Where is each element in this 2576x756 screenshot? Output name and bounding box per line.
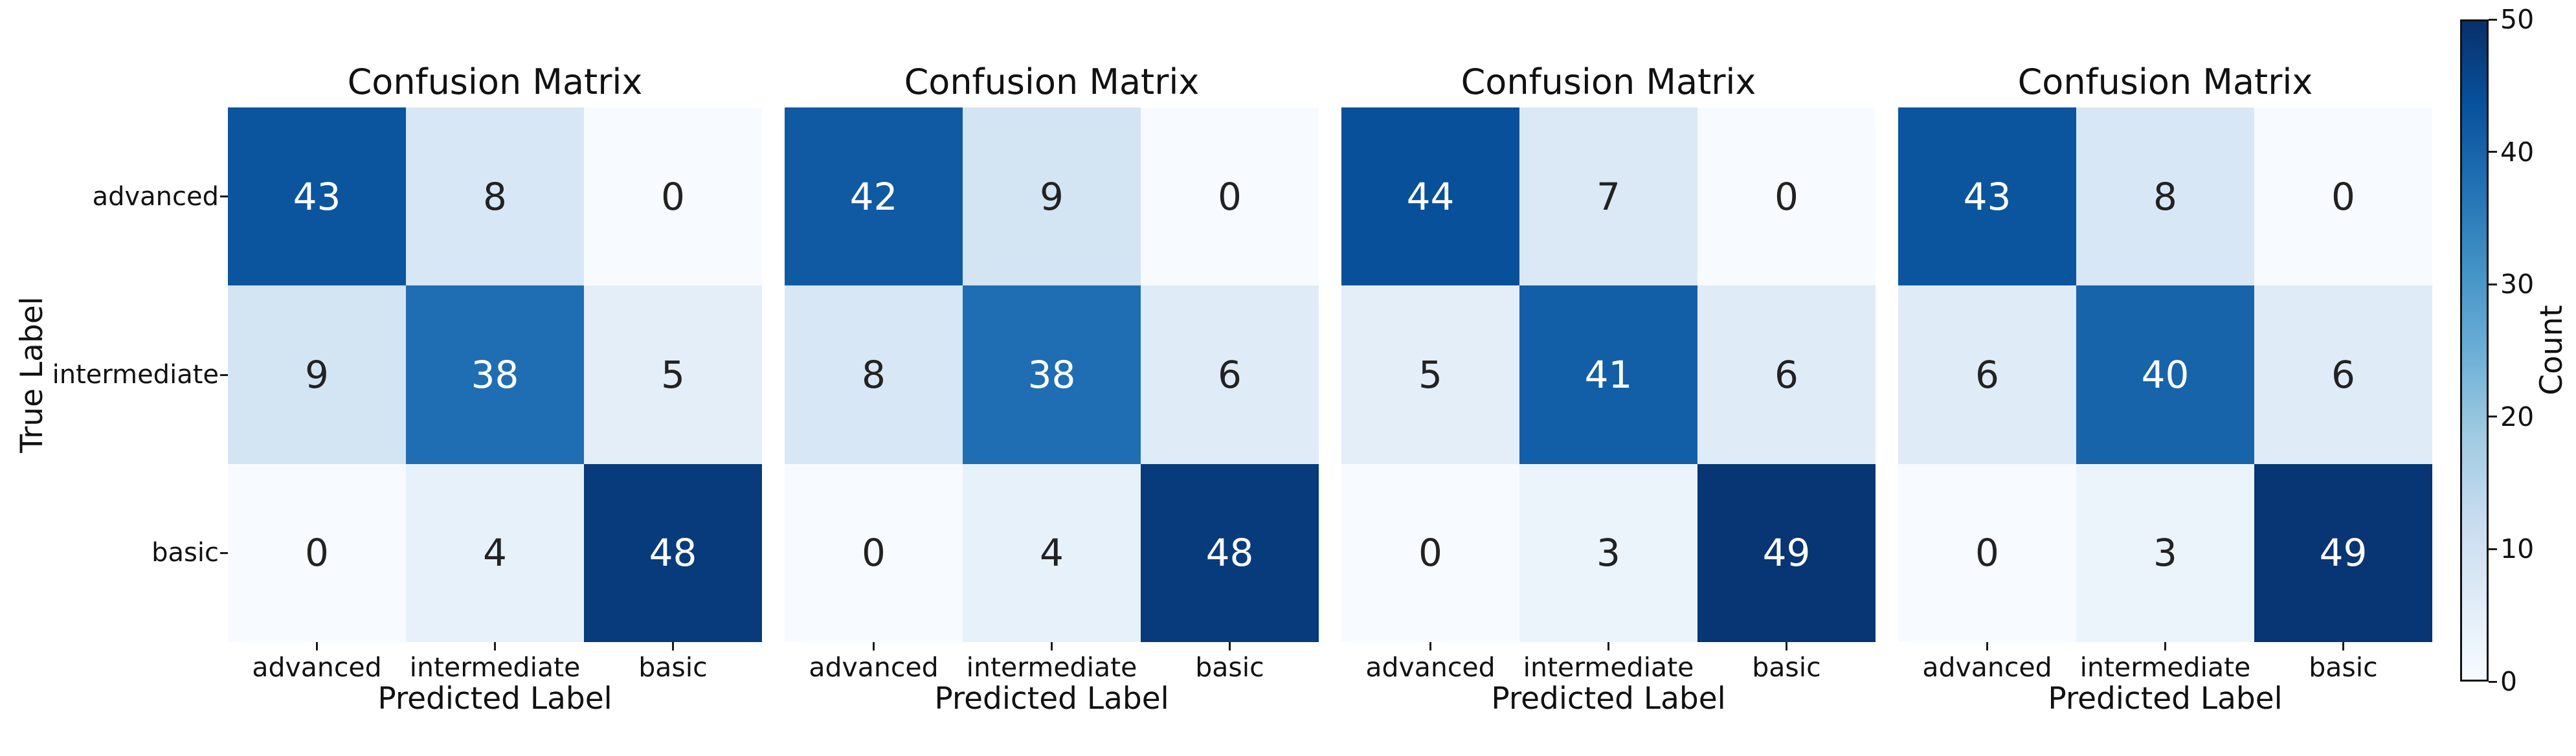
matrix-cell: 0 [1141, 107, 1319, 286]
x-tick-label: basic [1195, 652, 1264, 683]
heatmap-grid: 44 7 0 5 41 6 0 3 49 [1341, 107, 1876, 642]
matrix-cell: 8 [406, 107, 584, 286]
heatmap-grid: 42 9 0 8 38 6 0 4 48 [785, 107, 1319, 642]
matrix-cell: 5 [1341, 285, 1519, 464]
confusion-matrix-panel-3: Confusion Matrix 44 7 0 5 41 6 0 3 49 Predicted … [1341, 0, 1876, 756]
x-tick-label: advanced [809, 652, 939, 683]
matrix-cell: 40 [2076, 285, 2254, 464]
matrix-cell: 0 [2254, 107, 2432, 286]
colorbar-tick-label: 0 [2500, 666, 2518, 697]
x-tick-label: intermediate [2079, 652, 2251, 683]
colorbar-tick-label: 10 [2500, 533, 2535, 565]
x-tick-mark [1986, 642, 1988, 650]
colorbar-tick-mark [2489, 283, 2497, 285]
x-tick-mark [672, 642, 674, 650]
y-axis-gutter: True Label advanced intermediate basic [0, 0, 228, 756]
colorbar-tick-label: 30 [2500, 269, 2535, 300]
matrix-cell: 0 [1697, 107, 1876, 286]
matrix-cell: 8 [785, 285, 963, 464]
matrix-cell: 9 [228, 285, 406, 464]
panel-title: Confusion Matrix [1461, 61, 1756, 102]
matrix-cell: 43 [1898, 107, 2076, 286]
x-tick-mark [1786, 642, 1787, 650]
confusion-matrix-panel-4: Confusion Matrix 43 8 0 6 40 6 0 3 49 Predicted … [1898, 0, 2432, 756]
x-axis-label: Predicted Label [2048, 681, 2283, 717]
x-tick-label: intermediate [966, 652, 1137, 683]
x-tick-mark [1607, 642, 1609, 650]
y-axis-label: True Label [14, 296, 50, 453]
matrix-cell: 43 [228, 107, 406, 286]
y-tick-label: advanced [92, 181, 219, 212]
x-tick-mark [2164, 642, 2166, 650]
x-tick-mark [494, 642, 496, 650]
colorbar-tick-label: 20 [2500, 401, 2535, 432]
matrix-cell: 49 [1697, 463, 1876, 642]
x-axis-label: Predicted Label [377, 681, 612, 717]
heatmap-grid: 43 8 0 9 38 5 0 4 48 [228, 107, 762, 642]
confusion-matrix-panel-2: Confusion Matrix 42 9 0 8 38 6 0 4 48 Predicted … [785, 0, 1319, 756]
x-tick-mark [316, 642, 318, 650]
matrix-cell: 7 [1519, 107, 1697, 286]
colorbar-tick-label: 50 [2500, 4, 2535, 35]
matrix-cell: 6 [2254, 285, 2432, 464]
colorbar-tick-label: 40 [2500, 136, 2535, 168]
matrix-cell: 48 [1141, 463, 1319, 642]
matrix-cell: 49 [2254, 463, 2432, 642]
y-tick-mark [220, 373, 228, 376]
y-tick-mark [220, 551, 228, 554]
matrix-cell: 4 [406, 463, 584, 642]
x-tick-mark [1429, 642, 1431, 650]
matrix-cell: 0 [785, 463, 963, 642]
x-tick-label: advanced [1365, 652, 1495, 683]
x-tick-mark [2342, 642, 2344, 650]
matrix-cell: 0 [584, 107, 762, 286]
matrix-cell: 0 [1341, 463, 1519, 642]
panel-title: Confusion Matrix [347, 61, 643, 102]
matrix-cell: 42 [785, 107, 963, 286]
matrix-cell: 0 [228, 463, 406, 642]
matrix-cell: 0 [1898, 463, 2076, 642]
y-tick-label: intermediate [52, 360, 219, 390]
colorbar-tick-mark [2489, 151, 2497, 153]
matrix-cell: 6 [1141, 285, 1319, 464]
x-tick-label: basic [638, 652, 708, 683]
panel-title: Confusion Matrix [2017, 61, 2313, 102]
x-axis-label: Predicted Label [1491, 681, 1726, 717]
x-tick-label: basic [2309, 652, 2378, 683]
confusion-matrix-panel-1: Confusion Matrix 43 8 0 9 38 5 0 4 48 Predicted … [228, 0, 762, 756]
matrix-cell: 6 [1697, 285, 1876, 464]
colorbar-tick-mark [2489, 18, 2497, 21]
matrix-cell: 3 [1519, 463, 1697, 642]
x-axis-label: Predicted Label [934, 681, 1169, 717]
matrix-cell: 38 [963, 285, 1141, 464]
matrix-cell: 44 [1341, 107, 1519, 286]
matrix-cell: 6 [1898, 285, 2076, 464]
matrix-cell: 48 [584, 463, 762, 642]
colorbar-tick-mark [2489, 548, 2497, 550]
heatmap-grid: 43 8 0 6 40 6 0 3 49 [1898, 107, 2432, 642]
matrix-cell: 3 [2076, 463, 2254, 642]
panel-title: Confusion Matrix [904, 61, 1200, 102]
matrix-cell: 8 [2076, 107, 2254, 286]
matrix-cell: 38 [406, 285, 584, 464]
matrix-cell: 5 [584, 285, 762, 464]
colorbar [2460, 19, 2489, 682]
x-tick-label: basic [1752, 652, 1821, 683]
x-tick-mark [873, 642, 875, 650]
x-tick-mark [1051, 642, 1053, 650]
matrix-cell: 9 [963, 107, 1141, 286]
matrix-cell: 41 [1519, 285, 1697, 464]
y-tick-label: basic [151, 538, 219, 568]
x-tick-label: intermediate [409, 652, 581, 683]
x-tick-label: intermediate [1523, 652, 1694, 683]
colorbar-tick-mark [2489, 680, 2497, 683]
colorbar-label: Count [2534, 305, 2570, 395]
x-tick-label: advanced [252, 652, 382, 683]
x-tick-label: advanced [1922, 652, 2052, 683]
matrix-cell: 4 [963, 463, 1141, 642]
y-tick-mark [220, 195, 228, 198]
colorbar-tick-mark [2489, 416, 2497, 418]
x-tick-mark [1229, 642, 1231, 650]
